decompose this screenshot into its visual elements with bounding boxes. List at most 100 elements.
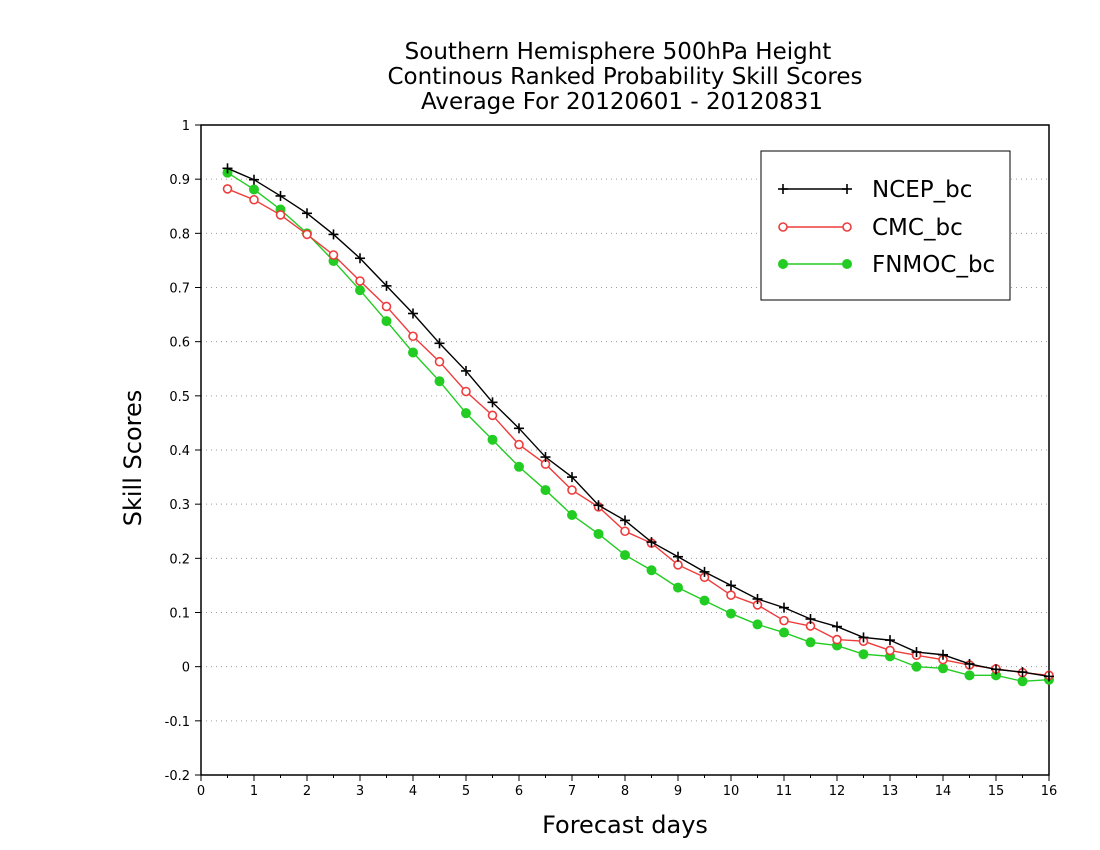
data-point-NCEP_bc (540, 452, 551, 463)
x-tick-label: 2 (303, 784, 311, 799)
data-point-FNMOC_bc (938, 663, 948, 674)
x-tick-label: 1 (250, 784, 258, 799)
x-tick-label: 3 (356, 784, 364, 799)
legend-label-CMC_bc: CMC_bc (872, 215, 963, 241)
data-point-NCEP_bc (249, 174, 259, 185)
data-point-CMC_bc (726, 590, 736, 600)
data-point-NCEP_bc (222, 163, 233, 174)
data-point-FNMOC_bc (487, 434, 498, 445)
y-tick-label: 1 (182, 119, 190, 134)
y-tick-label: 0 (182, 661, 190, 676)
x-tick-label: 12 (829, 784, 846, 799)
data-point-NCEP_bc (1044, 671, 1054, 682)
data-point-NCEP_bc (487, 397, 498, 408)
title-line-1: Southern Hemisphere 500hPa Height (405, 39, 832, 65)
data-point-NCEP_bc (620, 515, 630, 526)
x-axis-title: Forecast days (542, 811, 708, 839)
data-point-NCEP_bc (858, 632, 869, 643)
data-point-CMC_bc (567, 485, 577, 495)
data-point-NCEP_bc (673, 551, 683, 562)
x-tick-label: 6 (515, 784, 523, 799)
data-point-NCEP_bc (938, 649, 948, 660)
data-point-NCEP_bc (302, 208, 312, 219)
data-point-CMC_bc (408, 331, 418, 342)
legend-marker-CMC_bc (778, 222, 788, 232)
data-point-NCEP_bc (567, 472, 577, 483)
x-tick-label: 16 (1041, 784, 1058, 799)
data-point-CMC_bc (832, 634, 842, 645)
data-point-FNMOC_bc (593, 528, 604, 539)
x-tick-label: 14 (935, 784, 952, 799)
data-point-NCEP_bc (434, 338, 445, 349)
y-tick-label: 0.6 (169, 336, 190, 351)
data-point-FNMOC_bc (858, 649, 869, 660)
chart-title: Southern Hemisphere 500hPa Height Contin… (387, 39, 862, 115)
legend-marker-FNMOC_bc (778, 259, 788, 269)
data-point-FNMOC_bc (752, 619, 763, 630)
x-tick-label: 7 (568, 784, 576, 799)
data-point-FNMOC_bc (620, 550, 630, 561)
data-point-NCEP_bc (752, 593, 763, 604)
data-point-FNMOC_bc (911, 661, 922, 672)
data-point-NCEP_bc (699, 566, 710, 577)
data-point-FNMOC_bc (964, 670, 975, 681)
data-point-FNMOC_bc (249, 184, 259, 195)
data-point-CMC_bc (779, 615, 789, 626)
data-point-NCEP_bc (805, 614, 816, 624)
data-point-CMC_bc (275, 210, 286, 220)
legend-marker-NCEP_bc (842, 184, 852, 194)
y-tick-label: 0.3 (169, 498, 190, 513)
x-tick-label: 15 (988, 784, 1005, 799)
title-line-2: Continous Ranked Probability Skill Score… (387, 64, 862, 90)
series-line-NCEP_bc (227, 167, 1050, 678)
data-point-CMC_bc (434, 356, 445, 367)
y-axis-title: Skill Scores (119, 390, 147, 527)
x-tick-label: 4 (409, 784, 417, 799)
data-point-NCEP_bc (911, 647, 922, 658)
legend-label-NCEP_bc: NCEP_bc (872, 177, 972, 203)
data-point-NCEP_bc (991, 664, 1001, 675)
data-point-NCEP_bc (461, 365, 471, 376)
data-point-FNMOC_bc (540, 485, 551, 496)
data-point-NCEP_bc (832, 621, 842, 632)
x-tick-label: 11 (776, 784, 793, 799)
data-point-NCEP_bc (779, 602, 789, 613)
data-point-NCEP_bc (593, 500, 604, 511)
y-tick-label: -0.2 (165, 769, 190, 784)
data-point-FNMOC_bc (434, 376, 445, 387)
y-tick-label: 0.8 (169, 227, 190, 242)
x-tick-label: 5 (462, 784, 470, 799)
x-tick-label: 13 (882, 784, 899, 799)
data-point-CMC_bc (620, 526, 630, 537)
legend: NCEP_bc CMC_bc FNMOC_bc (760, 150, 1011, 301)
data-point-CMC_bc (355, 276, 365, 286)
data-point-NCEP_bc (408, 308, 418, 319)
data-point-FNMOC_bc (699, 595, 710, 606)
data-point-NCEP_bc (646, 537, 657, 548)
data-point-CMC_bc (302, 229, 312, 240)
title-line-3: Average For 20120601 - 20120831 (421, 89, 823, 115)
axes: -0.2-0.100.10.20.30.40.50.60.70.80.910 1 2… (165, 119, 1058, 799)
y-tick-label: 0.2 (169, 552, 190, 567)
data-point-NCEP_bc (726, 580, 736, 591)
data-point-CMC_bc (514, 439, 524, 450)
data-point-NCEP_bc (381, 280, 392, 291)
data-point-CMC_bc (328, 250, 339, 260)
x-tick-label: 10 (723, 784, 740, 799)
data-point-FNMOC_bc (726, 608, 736, 619)
data-point-CMC_bc (249, 194, 259, 205)
x-tick-label: 8 (621, 784, 629, 799)
data-point-NCEP_bc (355, 253, 365, 264)
data-point-FNMOC_bc (381, 316, 392, 327)
data-point-FNMOC_bc (1017, 676, 1028, 687)
data-point-FNMOC_bc (805, 637, 816, 648)
legend-label-FNMOC_bc: FNMOC_bc (872, 252, 995, 278)
data-point-CMC_bc (222, 184, 233, 194)
data-point-NCEP_bc (885, 635, 895, 646)
y-tick-label: 0.5 (169, 390, 190, 405)
series-lines (222, 163, 1054, 687)
data-point-FNMOC_bc (673, 582, 683, 593)
data-point-FNMOC_bc (646, 565, 657, 576)
data-point-NCEP_bc (964, 658, 975, 669)
